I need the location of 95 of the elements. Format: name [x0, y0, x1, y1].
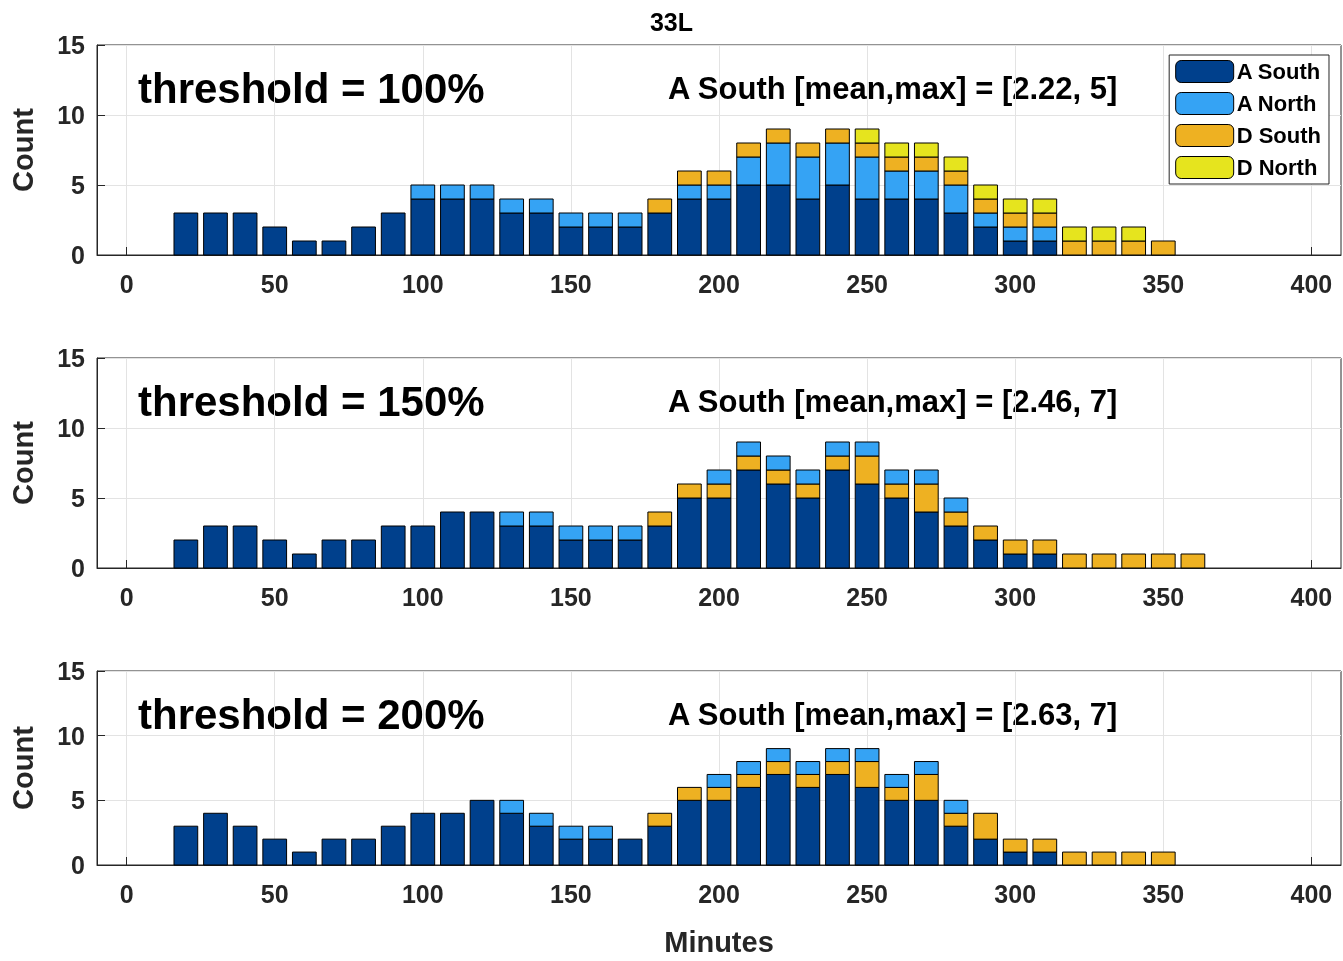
bar: [380, 825, 406, 866]
y-tick-label: 0: [71, 241, 85, 269]
bar: [469, 511, 495, 569]
bar: [1180, 553, 1206, 569]
annotation: A South [mean,max] = [2.22, 5]: [668, 71, 1118, 106]
bar: [469, 799, 495, 866]
annotation: threshold = 150%: [138, 377, 485, 425]
bar: [380, 212, 406, 256]
x-tick-label: 350: [1142, 269, 1185, 298]
bar: [1091, 553, 1117, 569]
x-tick-label: 350: [1142, 582, 1185, 611]
y-tick-label: 5: [71, 484, 86, 512]
bar: [1150, 851, 1176, 866]
bar: [291, 240, 317, 256]
bar: [262, 226, 288, 256]
bar: [321, 838, 347, 866]
bar: [173, 825, 199, 866]
x-tick-label: 50: [260, 269, 289, 298]
bar: [173, 539, 199, 569]
x-tick-label: 150: [550, 879, 592, 908]
bar: [173, 212, 199, 256]
x-tick-label: 150: [550, 269, 592, 298]
x-tick-label: 200: [698, 879, 740, 908]
bar: [617, 838, 643, 866]
y-tick-label: 10: [57, 101, 85, 129]
y-tick-label: 10: [57, 721, 85, 750]
x-tick-label: 300: [994, 269, 1037, 298]
y-tick-label: 0: [71, 554, 85, 582]
bar: [1121, 851, 1147, 866]
x-tick-label: 350: [1142, 879, 1185, 908]
y-tick-label: 15: [57, 344, 86, 372]
x-tick-label: 100: [401, 879, 444, 908]
bar: [291, 553, 317, 569]
x-tick-label: 200: [698, 582, 740, 611]
bar: [203, 212, 228, 256]
x-tick-label: 0: [119, 269, 134, 298]
x-tick-label: 250: [846, 879, 888, 908]
bar: [1150, 553, 1176, 569]
x-tick-label: 0: [119, 582, 134, 611]
y-tick-label: 15: [57, 657, 86, 685]
bar: [232, 212, 258, 256]
x-tick-label: 100: [401, 582, 444, 611]
y-tick-label: 5: [71, 786, 86, 815]
annotation: threshold = 200%: [138, 690, 485, 738]
chart-title: 33L: [649, 7, 694, 36]
legend-label: A North: [1236, 91, 1317, 116]
x-tick-label: 200: [698, 269, 740, 298]
x-tick-label: 400: [1290, 582, 1333, 611]
bar: [321, 240, 347, 256]
annotation: threshold = 100%: [138, 64, 485, 112]
x-tick-label: 400: [1290, 879, 1333, 908]
legend-label: D South: [1236, 123, 1322, 148]
y-tick-label: 5: [71, 171, 86, 199]
bar: [380, 525, 406, 569]
y-tick-label: 10: [57, 414, 85, 442]
bar: [291, 851, 317, 866]
bar: [1150, 240, 1176, 256]
x-tick-label: 0: [119, 879, 134, 908]
x-tick-label: 250: [846, 269, 888, 298]
bar: [232, 525, 258, 569]
bar: [410, 812, 436, 866]
y-axis-title: Count: [6, 107, 39, 192]
bar: [351, 539, 376, 569]
legend-label: D North: [1236, 155, 1318, 180]
x-tick-label: 400: [1290, 269, 1333, 298]
x-tick-label: 150: [550, 582, 592, 611]
x-tick-label: 300: [994, 879, 1037, 908]
x-tick-label: 50: [260, 582, 289, 611]
bar: [321, 539, 347, 569]
annotation: A South [mean,max] = [2.63, 7]: [668, 697, 1118, 732]
x-tick-label: 50: [260, 879, 289, 908]
bar: [203, 812, 228, 866]
x-axis-title: Minutes: [664, 925, 774, 958]
bar: [351, 838, 376, 866]
y-tick-label: 15: [57, 31, 86, 59]
bar: [440, 511, 465, 569]
x-tick-label: 100: [401, 269, 444, 298]
x-tick-label: 300: [994, 582, 1037, 611]
bar: [1062, 851, 1087, 866]
annotation: A South [mean,max] = [2.46, 7]: [668, 384, 1118, 419]
y-axis-title: Count: [6, 420, 39, 505]
bar: [351, 226, 376, 256]
bar: [440, 812, 465, 866]
y-axis-title: Count: [6, 725, 39, 810]
bar: [232, 825, 258, 866]
bar: [203, 525, 228, 569]
bar: [1062, 553, 1087, 569]
bar: [1121, 553, 1147, 569]
bar: [410, 525, 436, 569]
bar: [262, 539, 288, 569]
bar: [1091, 851, 1117, 866]
legend-label: A South: [1236, 59, 1321, 84]
x-tick-label: 250: [846, 582, 888, 611]
bar: [262, 838, 288, 866]
y-tick-label: 0: [71, 851, 85, 879]
